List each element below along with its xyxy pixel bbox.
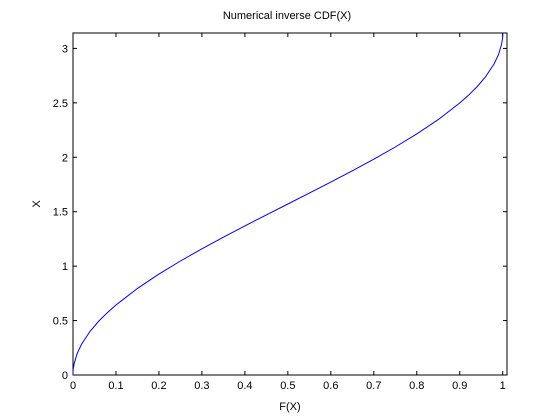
- y-tick-label: 1.5: [53, 207, 68, 219]
- x-tick-label: 0.6: [323, 380, 338, 392]
- series-line: [72, 32, 504, 376]
- x-tick-label: 0.5: [280, 380, 295, 392]
- x-axis: 0 0.1 0.2 0.3 0.4 0.5 0.6 0.7 0.8 0.9 1: [70, 33, 506, 392]
- series-group: [72, 32, 504, 376]
- y-tick-label: 2.5: [53, 98, 68, 110]
- x-tick-label: 0.1: [108, 380, 123, 392]
- x-tick-label: 0.4: [237, 380, 252, 392]
- x-tick-label: 0: [70, 380, 76, 392]
- x-tick-label: 0.3: [194, 380, 209, 392]
- plot-area-frame: [72, 32, 508, 376]
- x-tick-label: 0.7: [366, 380, 381, 392]
- y-axis: 0 0.5 1 1.5 2 2.5 3: [53, 43, 507, 382]
- y-tick-label: 3: [62, 43, 68, 55]
- y-tick-label: 2: [62, 152, 68, 164]
- y-tick-label: 0: [62, 370, 68, 382]
- chart-title: Numerical inverse CDF(X): [223, 10, 351, 22]
- x-tick-label: 1: [500, 380, 506, 392]
- x-tick-label: 0.8: [409, 380, 424, 392]
- x-tick-label: 0.2: [151, 380, 166, 392]
- x-axis-label: F(X): [279, 401, 300, 413]
- y-axis-label: X: [31, 200, 43, 208]
- x-tick-label: 0.9: [452, 380, 467, 392]
- y-tick-label: 1: [62, 261, 68, 273]
- y-tick-label: 0.5: [53, 316, 68, 328]
